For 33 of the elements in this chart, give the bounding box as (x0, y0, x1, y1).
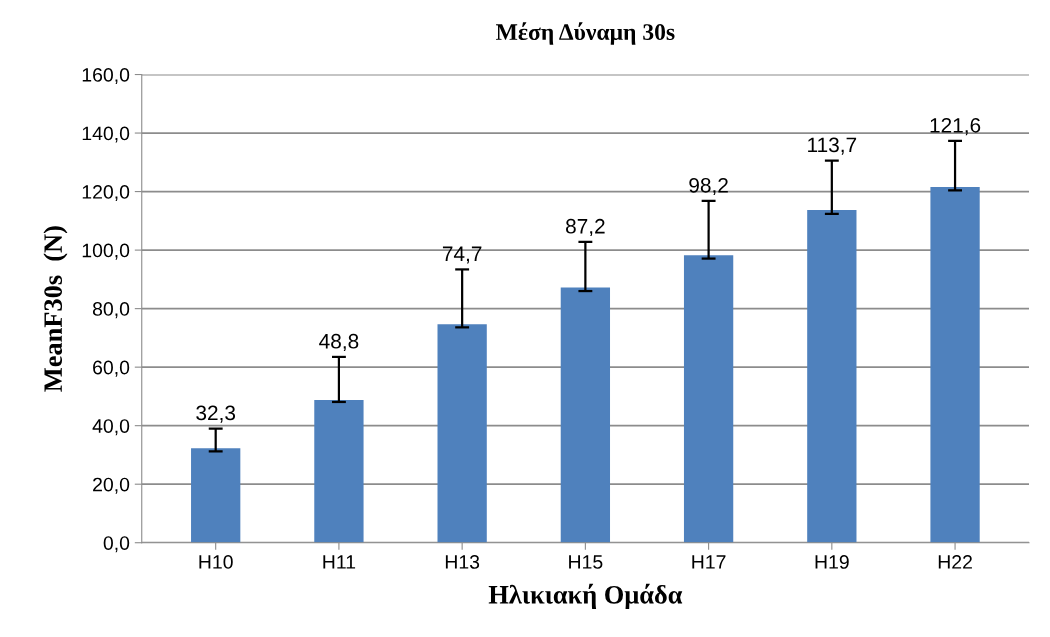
x-axis-title: Ηλικιακή Ομάδα (488, 583, 683, 609)
bar (683, 255, 734, 543)
y-tick-label: 0,0 (103, 536, 130, 553)
data-label: 113,7 (808, 137, 857, 155)
x-tick-label: H10 (199, 555, 233, 569)
x-tick-label: H17 (692, 555, 726, 569)
y-tick-label: 120,0 (82, 185, 130, 202)
y-tick-label: 140,0 (82, 126, 130, 143)
data-label: 98,2 (689, 177, 728, 196)
data-label: 32,3 (196, 405, 236, 423)
data-label: 74,7 (442, 246, 482, 264)
x-tick-label: H22 (938, 555, 972, 569)
y-tick-label: 20,0 (93, 477, 130, 494)
x-tick-label: H11 (323, 555, 356, 569)
y-tick-label: 100,0 (82, 243, 130, 260)
data-label: 48,8 (319, 333, 359, 352)
y-tick-label: 160,0 (82, 68, 130, 85)
data-label: 87,2 (566, 218, 605, 237)
x-tick-label: H19 (815, 555, 849, 569)
x-tick-label: H13 (445, 555, 480, 569)
y-tick-label: 40,0 (92, 419, 130, 436)
y-axis-title: MeanF30s (N) (43, 226, 68, 392)
data-label: 121,6 (930, 117, 981, 136)
bar (930, 186, 980, 543)
bar (314, 399, 364, 543)
x-tick-label: H15 (569, 555, 603, 569)
y-tick-label: 60,0 (93, 360, 130, 377)
chart-title: Μέση Δύναμη 30s (496, 22, 675, 45)
y-tick-label: 80,0 (92, 302, 130, 319)
bar (807, 210, 857, 543)
bar (191, 448, 241, 543)
bar (437, 324, 487, 543)
bar (560, 287, 611, 543)
